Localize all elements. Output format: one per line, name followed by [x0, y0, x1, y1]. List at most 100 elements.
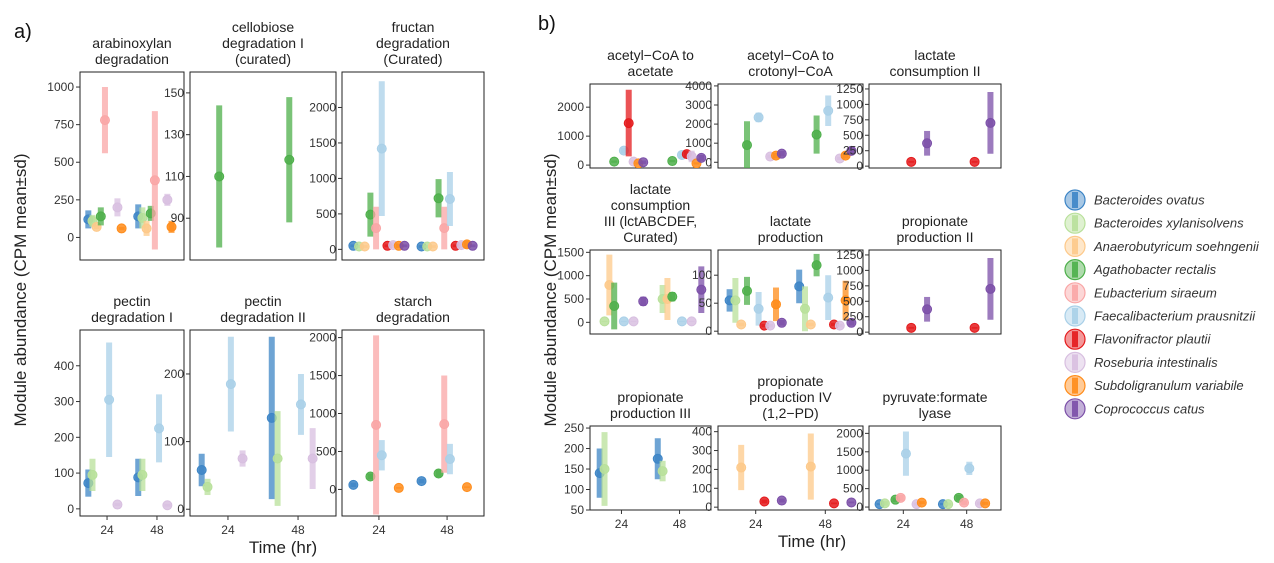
y-tick-label: 0 [705, 500, 712, 514]
panel-title-line: consumption II [889, 63, 980, 79]
panel-title-line: degradation [95, 51, 169, 67]
data-point [906, 156, 917, 167]
y-tick-label: 90 [171, 211, 185, 225]
data-point [444, 193, 455, 204]
panel-frame [868, 249, 1002, 335]
panel-title: lactate production [758, 213, 823, 245]
data-point [112, 499, 123, 510]
x-tick-label: 48 [960, 517, 974, 531]
data-point [686, 316, 697, 327]
y-tick-label: 500 [316, 444, 336, 458]
panel-frame [868, 83, 1002, 169]
legend-key-bar [1072, 308, 1078, 324]
data-point [834, 320, 845, 331]
data-point [742, 285, 752, 296]
data-point [467, 240, 478, 251]
data-point [618, 316, 629, 327]
y-tick-label: 0 [67, 230, 74, 244]
marks [214, 97, 295, 248]
y-tick-label: 1250 [836, 248, 863, 262]
data-point [87, 469, 98, 480]
chart-panel-10: lactate consumption III (lctABCDEF, Curated… [557, 181, 712, 335]
data-point [895, 492, 906, 503]
data-point [638, 157, 649, 168]
y-tick-label: 0 [705, 155, 712, 169]
panel-frame [868, 425, 1002, 511]
chart-panel-6: starch degradation 0 500 1000 1500 2000 24 48 [309, 293, 485, 537]
legend-item: Eubacterium siraeum [1064, 282, 1217, 304]
panel-title: arabinoxylan degradation [92, 35, 171, 67]
panel-label-a: a) [14, 21, 32, 43]
data-point [154, 423, 165, 434]
legend-label: Faecalibacterium prausnitzii [1094, 309, 1256, 324]
legend-item: Flavonifractor plautii [1064, 328, 1211, 350]
panel-title-line: lactate [770, 213, 811, 229]
panel-title-line: acetyl−CoA to [747, 47, 834, 63]
data-point [985, 117, 996, 128]
chart-panel-4: pectin degradation I 0 100 200 300 400 24 48 [54, 293, 185, 537]
data-point [805, 319, 816, 330]
chart-panel-5: pectin degradation II 0 100 200 24 48 [164, 293, 337, 537]
panel-title-line: (1,2−PD) [762, 405, 818, 421]
x-tick-label: 48 [440, 523, 454, 537]
panel-title-line: pectin [244, 293, 281, 309]
data-point [99, 115, 110, 126]
data-point [214, 171, 225, 182]
legend-key-bar [1072, 215, 1078, 232]
data-point [922, 304, 933, 315]
y-tick-label: 100 [692, 481, 712, 495]
panel-title: lactate consumption III (lctABCDEF, Curated… [604, 181, 697, 245]
y-tick-label: 0 [329, 242, 336, 256]
legend-key-bar [1072, 238, 1078, 255]
panel-title-line: lyase [919, 405, 952, 421]
data-point [599, 464, 610, 475]
y-tick-label: 150 [564, 462, 584, 476]
legend: Bacteroides ovatus Bacteroides xylanisolv… [1064, 189, 1260, 420]
x-tick-label: 24 [100, 523, 114, 537]
y-tick-label: 500 [316, 207, 336, 221]
panel-title-line: propionate [757, 373, 823, 389]
y-tick-label: 500 [843, 482, 863, 496]
legend-label: Eubacterium siraeum [1094, 285, 1217, 300]
y-tick-label: 0 [577, 158, 584, 172]
data-point [730, 295, 741, 306]
y-tick-label: 200 [564, 442, 584, 456]
y-tick-label: 0 [856, 159, 863, 173]
y-tick-label: 1000 [836, 463, 863, 477]
y-tick-label: 250 [843, 310, 863, 324]
y-tick-label: 1500 [309, 136, 336, 150]
data-point [657, 466, 668, 477]
legend-label: Anaerobutyricum soehngenii [1093, 239, 1260, 254]
panel-title-line: (curated) [235, 51, 291, 67]
y-tick-label: 1500 [836, 445, 863, 459]
y-tick-label: 3000 [685, 98, 712, 112]
panel-title-line: pyruvate:formate [882, 389, 987, 405]
data-point [439, 223, 450, 234]
chart-panel-13: propionate production III 50 100 150 200 250 24… [564, 389, 712, 531]
panel-title-line: starch [394, 293, 432, 309]
y-tick-label: 50 [699, 296, 713, 310]
panel-title-line: cellobiose [232, 19, 294, 35]
data-point [162, 194, 173, 205]
data-point [753, 303, 764, 314]
data-point [969, 156, 980, 167]
y-tick-label: 750 [843, 279, 863, 293]
y-tick-label: 300 [692, 444, 712, 458]
data-point [116, 223, 127, 234]
data-point [427, 241, 438, 252]
data-point [307, 453, 318, 464]
y-tick-label: 100 [54, 466, 74, 480]
panel-title: propionate production II [896, 213, 973, 245]
legend-key-bar [1072, 284, 1078, 301]
legend-label: Coprococcus catus [1094, 401, 1205, 416]
panel-title: propionate production III [610, 389, 691, 421]
chart-panel-14: propionate production IV (1,2−PD) 0 100 200 30… [692, 373, 864, 531]
y-tick-label: 2000 [309, 100, 336, 114]
legend-key-bar [1072, 354, 1078, 371]
y-tick-label: 1000 [836, 97, 863, 111]
y-tick-label: 400 [692, 425, 712, 439]
y-tick-label: 500 [843, 294, 863, 308]
data-point [969, 322, 980, 333]
y-tick-label: 4000 [685, 79, 712, 93]
